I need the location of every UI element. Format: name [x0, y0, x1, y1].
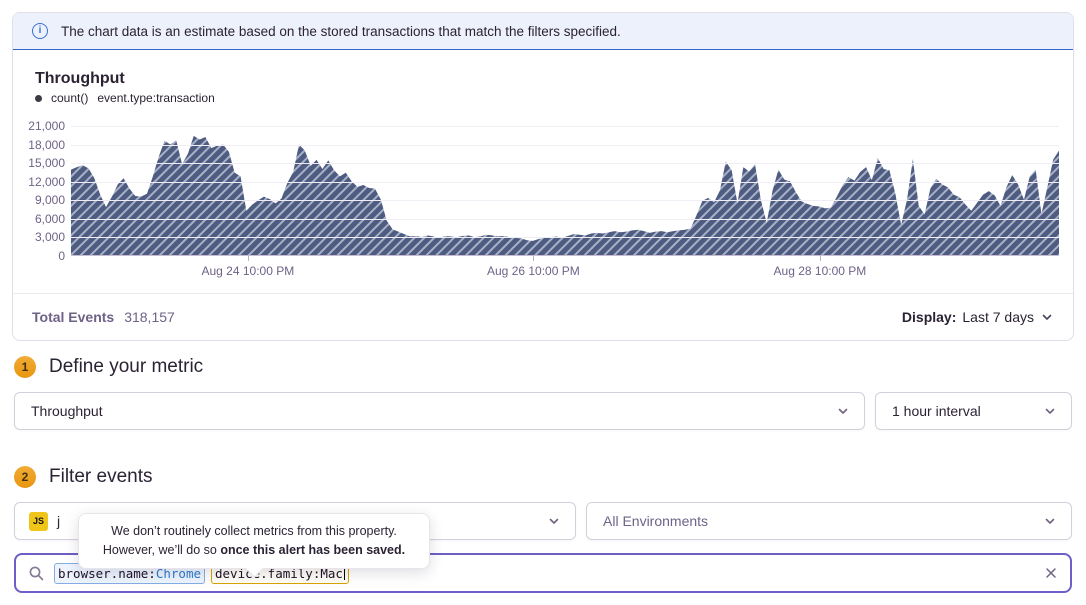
filter-events-heading: 2 Filter events — [14, 466, 1072, 488]
y-axis-tick-label: 3,000 — [34, 230, 65, 245]
y-axis-tick-label: 21,000 — [28, 119, 65, 133]
total-events-label: Total Events — [32, 309, 115, 325]
banner-text: The chart data is an estimate based on t… — [61, 23, 621, 39]
chevron-down-icon — [547, 514, 561, 528]
metric-dropdown[interactable]: Throughput — [14, 392, 865, 430]
y-axis: 0 3,000 6,000 9,000 12,000 15,000 18,000 21,000 — [25, 119, 71, 263]
display-label: Display: — [901, 309, 957, 325]
y-axis-tick-label: 18,000 — [28, 137, 65, 152]
metric-dropdown-value: Throughput — [31, 403, 103, 419]
y-axis-tick-label: 0 — [58, 249, 65, 263]
step-1-badge: 1 — [14, 356, 36, 378]
x-axis-tick-label: Aug 26 10:00 PM — [487, 264, 580, 278]
clear-search-icon[interactable] — [1044, 566, 1058, 580]
project-dropdown-value: j — [57, 513, 61, 529]
x-axis-tick-label: Aug 28 10:00 PM — [773, 264, 867, 278]
chart-footer: Total Events 318,157 Display: Last 7 days — [13, 293, 1073, 340]
metrics-warning-tooltip: We don’t routinely collect metrics from … — [78, 513, 430, 569]
filter-events-section: 2 Filter events JS j All Environments — [14, 466, 1072, 593]
info-icon: i — [32, 23, 48, 39]
legend-series-dot-icon — [35, 94, 42, 102]
y-axis-tick-label: 15,000 — [28, 156, 65, 171]
search-icon — [28, 565, 45, 582]
x-axis: Aug 24 10:00 PM Aug 26 10:00 PM Aug 28 10:… — [71, 256, 1059, 283]
x-axis-tickmark — [533, 256, 535, 261]
display-value: Last 7 days — [962, 309, 1034, 325]
text-cursor — [343, 565, 345, 580]
chevron-down-icon — [1043, 404, 1057, 418]
legend-metric: count() — [51, 91, 89, 105]
gridline — [71, 237, 1059, 239]
interval-dropdown-value: 1 hour interval — [892, 403, 981, 419]
step-2-badge: 2 — [14, 466, 36, 488]
chevron-down-icon — [1040, 310, 1054, 324]
gridline — [71, 163, 1059, 165]
define-metric-section: 1 Define your metric Throughput 1 hour i… — [14, 356, 1072, 430]
define-metric-title: Define your metric — [49, 356, 204, 377]
environment-dropdown[interactable]: All Environments — [586, 502, 1072, 540]
throughput-chart-panel: i The chart data is an estimate based on… — [12, 12, 1074, 341]
gridline — [71, 181, 1059, 183]
chart-body: 0 3,000 6,000 9,000 12,000 15,000 18,000 21,000 — [25, 119, 1059, 263]
x-axis-tick-label: Aug 24 10:00 PM — [201, 264, 295, 278]
y-axis-tick-label: 12,000 — [28, 174, 65, 189]
y-axis-tick-label: 6,000 — [34, 211, 65, 226]
tooltip-line-2: However, we’ll do so once this alert has… — [102, 542, 406, 557]
area-chart-svg — [71, 135, 1059, 255]
filter-events-title: Filter events — [49, 466, 153, 487]
total-events-value: 318,157 — [124, 309, 175, 325]
chevron-down-icon — [836, 404, 850, 418]
environment-dropdown-value: All Environments — [603, 513, 709, 529]
define-metric-heading: 1 Define your metric — [14, 356, 1072, 378]
total-events: Total Events 318,157 — [32, 309, 175, 325]
gridline — [71, 200, 1059, 202]
chart-title: Throughput — [35, 70, 125, 87]
filter-select-row: JS j All Environments — [14, 502, 1072, 540]
interval-dropdown[interactable]: 1 hour interval — [875, 392, 1072, 430]
chart-legend: count() event.type:transaction — [35, 91, 1059, 105]
legend-filter: event.type:transaction — [97, 91, 215, 105]
y-axis-tick-label: 9,000 — [34, 193, 65, 208]
x-axis-tickmark — [819, 256, 821, 261]
gridline — [71, 218, 1059, 220]
x-axis-tickmark — [247, 256, 249, 261]
chevron-down-icon — [1043, 514, 1057, 528]
tooltip-line-1: We don’t routinely collect metrics from … — [111, 524, 397, 538]
gridline — [71, 126, 1059, 127]
metric-select-row: Throughput 1 hour interval — [14, 392, 1072, 430]
chart-section: Throughput count() event.type:transactio… — [13, 50, 1073, 283]
javascript-platform-icon: JS — [29, 511, 48, 531]
gridline — [71, 144, 1059, 146]
estimate-info-banner: i The chart data is an estimate based on… — [13, 13, 1073, 50]
display-period-dropdown[interactable]: Display: Last 7 days — [902, 309, 1054, 325]
throughput-area-chart — [71, 126, 1059, 261]
